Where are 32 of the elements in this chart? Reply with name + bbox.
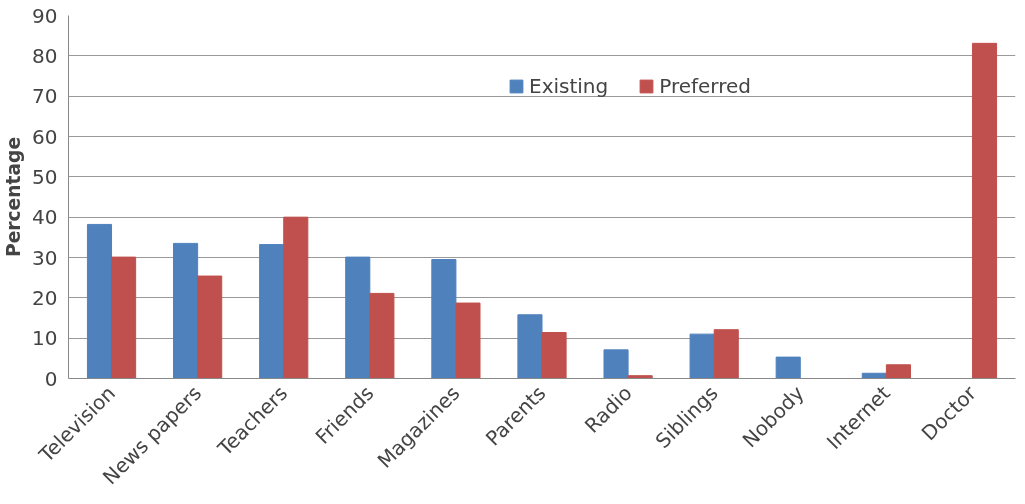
bar [111,256,137,379]
bar [689,333,715,379]
y-tick-label: 90 [32,3,58,28]
y-tick-label: 70 [32,84,58,109]
bar [603,349,629,379]
bar [431,259,457,379]
y-tick-label: 50 [32,164,58,189]
y-tick-label: 40 [32,205,58,230]
y-tick-label: 10 [32,326,58,351]
y-tick-label: 20 [32,285,58,310]
bar [259,244,285,379]
bar [971,42,998,379]
y-tick-label: 80 [32,43,58,68]
bar [345,256,371,379]
bar [173,242,199,379]
bar [517,314,543,379]
y-tick-label: 60 [32,124,58,149]
y-axis-title: Percentage [3,136,25,258]
bar [713,329,739,379]
y-tick-label: 0 [44,366,58,391]
bar [627,375,653,379]
legend-label: Preferred [659,74,752,98]
y-tick-label: 30 [32,245,58,270]
legend-label: Existing [529,74,609,98]
bar [283,216,309,379]
bar [775,356,801,379]
bar [86,223,113,379]
bar [455,302,481,379]
bar [541,332,567,379]
bar [369,292,395,379]
bar [885,364,911,379]
bar [197,275,223,379]
